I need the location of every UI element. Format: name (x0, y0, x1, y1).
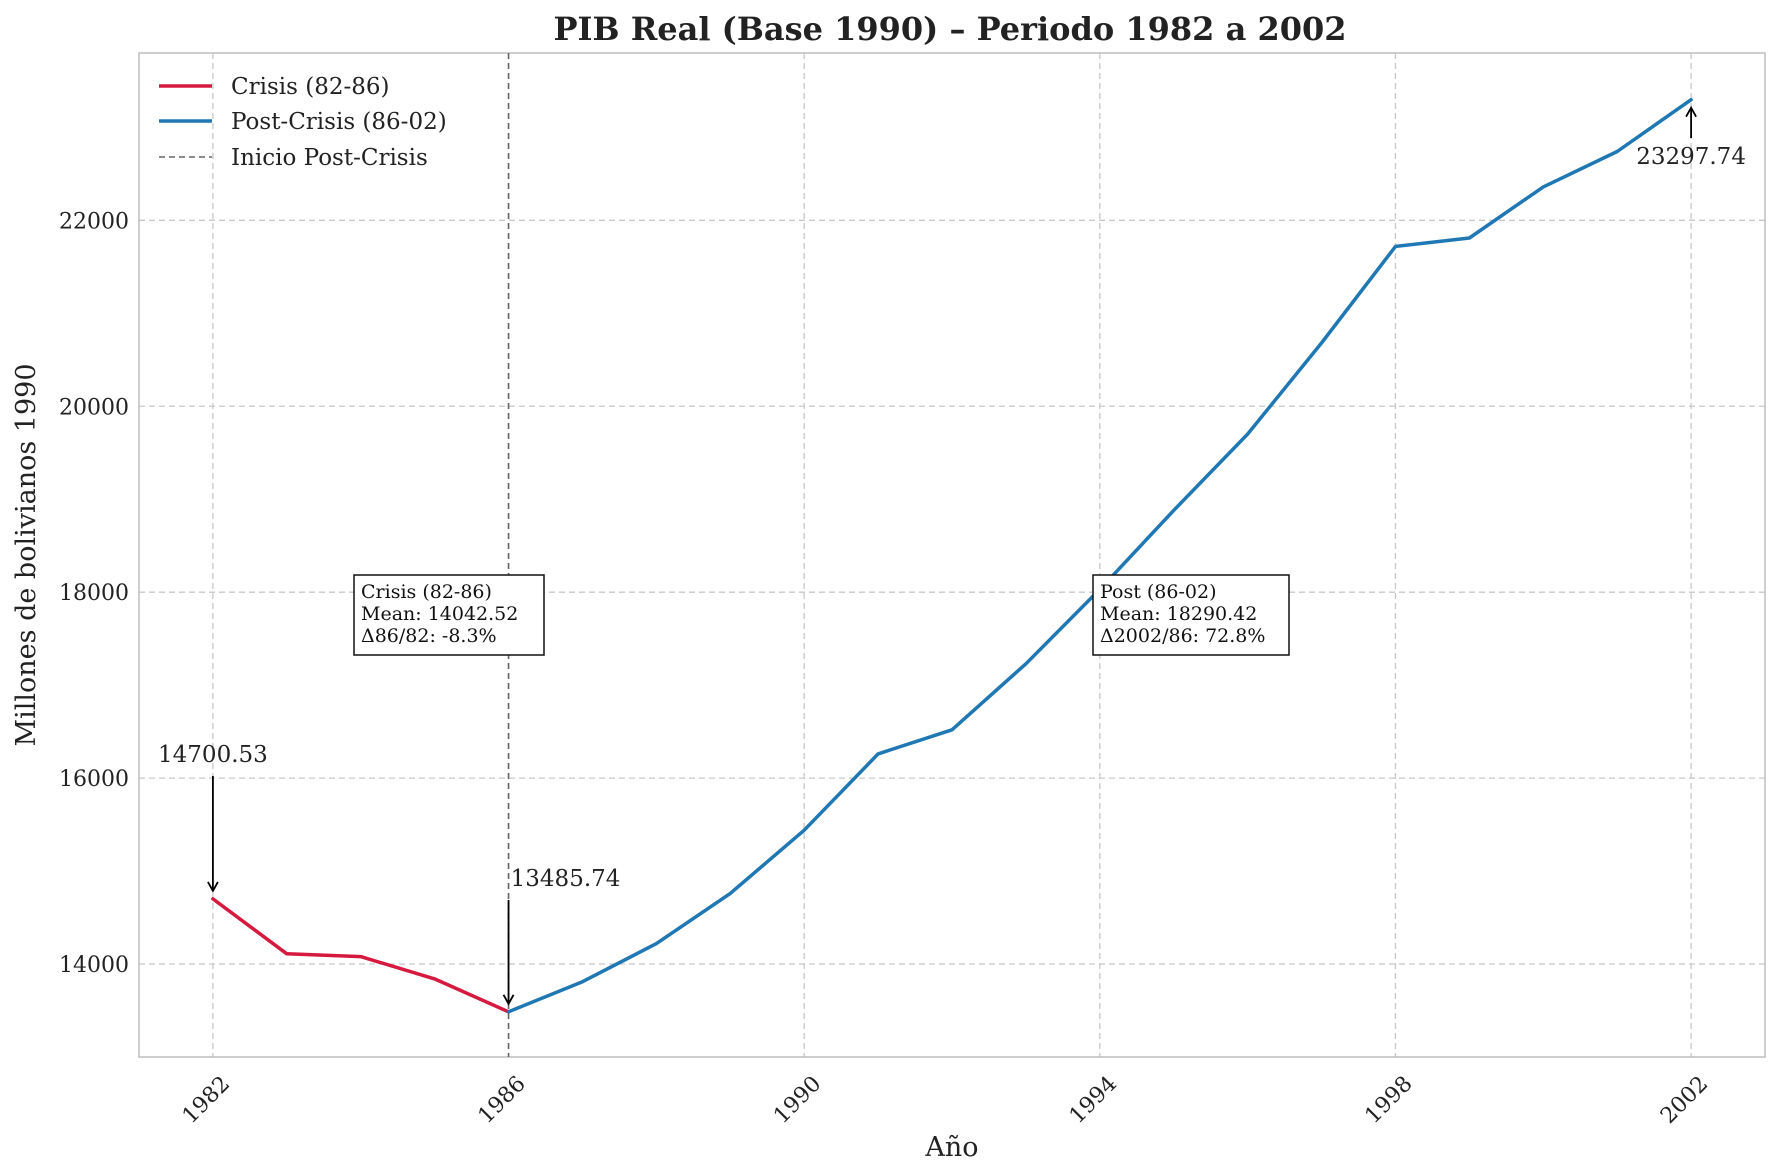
post-box-line-2: Mean: 18290.42 (1100, 603, 1257, 625)
annotation-arrow-2002-head (1685, 105, 1697, 118)
annotation-arrow-1982-head (207, 881, 219, 893)
y-tick-label: 16000 (59, 767, 129, 792)
legend-label-vline: Inicio Post-Crisis (231, 145, 428, 171)
y-tick-label: 18000 (59, 581, 129, 606)
y-axis: 14000 16000 18000 20000 22000 (59, 209, 129, 978)
plot-frame (138, 52, 1766, 1058)
annotation-arrow-1986-head (502, 994, 515, 1006)
post-box-line-3: Δ2002/86: 72.8% (1100, 625, 1265, 647)
y-tick-label: 20000 (59, 395, 129, 420)
crisis-stats-box: Crisis (82-86) Mean: 14042.52 Δ86/82: -8… (353, 574, 545, 656)
annotation-label-1986: 13485.74 (511, 866, 621, 892)
annotation-label-1982: 14700.53 (158, 742, 268, 768)
crisis-box-line-2: Mean: 14042.52 (361, 603, 518, 625)
chart-title: PIB Real (Base 1990) – Periodo 1982 a 20… (553, 10, 1346, 48)
series-line-crisis (211, 897, 511, 1014)
y-axis-label: Millones de bolivianos 1990 (11, 363, 42, 746)
crisis-box-line-3: Δ86/82: -8.3% (361, 625, 497, 647)
y-tick-label: 22000 (59, 209, 129, 234)
x-axis-label: Año (924, 1132, 978, 1163)
post-box-line-1: Post (86-02) (1100, 581, 1216, 603)
legend-label-post-crisis: Post-Crisis (86-02) (231, 109, 447, 135)
crisis-box-line-1: Crisis (82-86) (361, 581, 492, 603)
post-stats-box: Post (86-02) Mean: 18290.42 Δ2002/86: 72… (1092, 574, 1290, 656)
legend: Crisis (82-86) Post-Crisis (86-02) Inici… (159, 74, 447, 171)
annotation-label-2002: 23297.74 (1636, 144, 1746, 170)
annotations: 14700.53 13485.74 23297.74 (158, 105, 1746, 1006)
legend-label-crisis: Crisis (82-86) (231, 74, 389, 100)
y-tick-label: 14000 (59, 953, 129, 978)
